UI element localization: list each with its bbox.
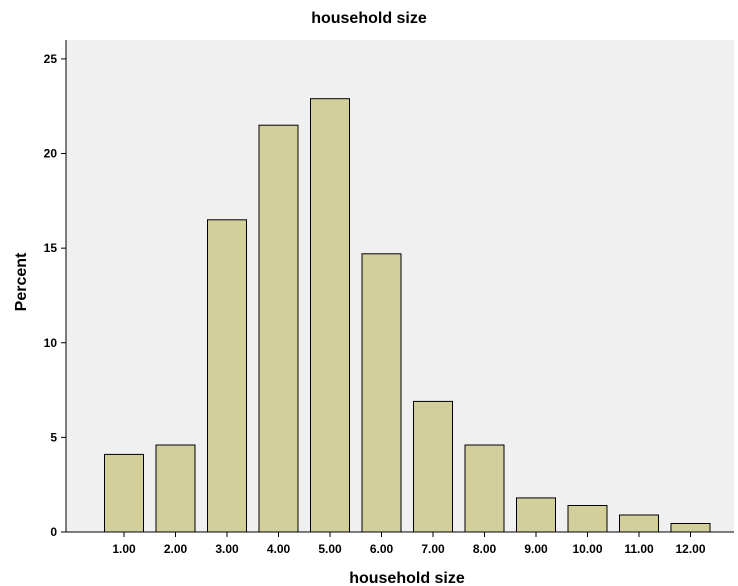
y-axis-title: Percent [13,252,30,311]
y-tick-label: 25 [44,52,58,66]
y-tick-label: 15 [44,241,58,255]
x-tick-label: 6.00 [370,542,394,556]
y-tick-label: 5 [50,430,57,444]
y-tick-label: 10 [44,336,58,350]
bar-6.00 [361,253,402,533]
bars-group [104,98,711,533]
x-tick-label: 12.00 [675,542,705,556]
bar-2.00 [155,444,196,533]
x-tick-label: 9.00 [524,542,548,556]
bar-7.00 [413,400,453,533]
bar-5.00 [310,98,350,533]
y-tick-label: 0 [50,525,57,539]
x-tick-label: 3.00 [215,542,239,556]
bar-3.00 [207,219,247,533]
x-tick-label: 8.00 [473,542,497,556]
bar-8.00 [464,444,505,533]
bar-11.00 [619,514,659,533]
x-tick-label: 11.00 [624,542,654,556]
x-tick-label: 4.00 [267,542,291,556]
bar-12.00 [670,523,711,533]
x-tick-label: 2.00 [164,542,188,556]
bar-10.00 [567,505,608,533]
x-axis-ticks: 1.00 2.00 3.00 4.00 5.00 6.00 7.00 8.00 9.00 10.0… [112,532,706,556]
y-axis-ticks: 0 5 10 15 20 25 [44,52,66,539]
x-tick-label: 7.00 [421,542,445,556]
x-tick-label: 10.00 [572,542,602,556]
bar-4.00 [258,124,299,533]
chart-title: household size [311,10,427,27]
bar-1.00 [104,453,144,533]
x-tick-label: 5.00 [318,542,342,556]
bar-9.00 [516,497,556,533]
y-tick-label: 20 [44,147,58,161]
x-tick-label: 1.00 [112,542,136,556]
x-axis-title: household size [349,570,465,586]
